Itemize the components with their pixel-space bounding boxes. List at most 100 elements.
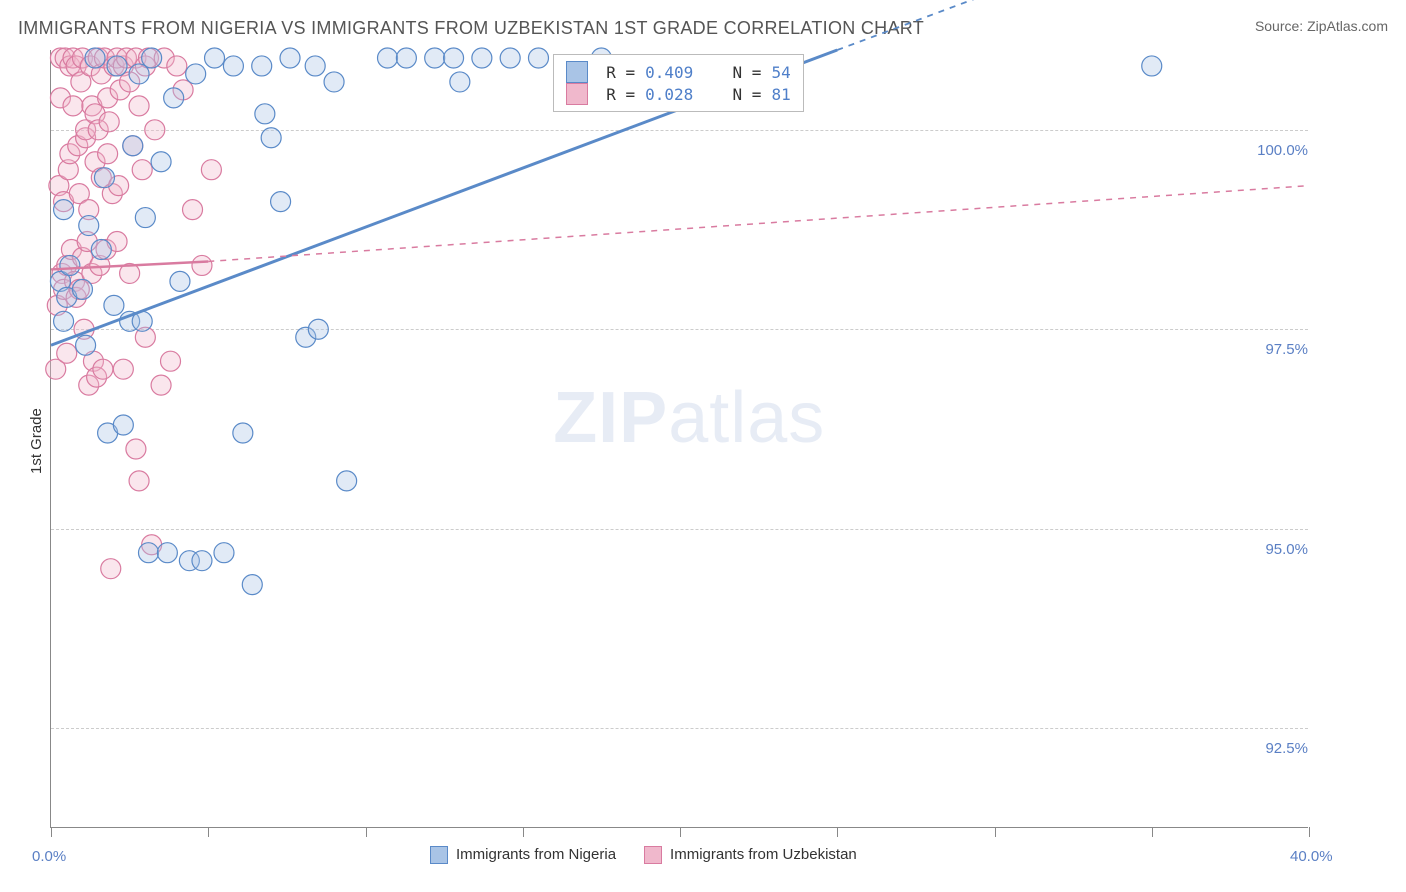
data-point	[145, 120, 165, 140]
stats-r-label: R =	[606, 85, 635, 104]
y-tick-label: 97.5%	[1238, 341, 1308, 358]
y-axis-title: 1st Grade	[28, 408, 45, 474]
data-point	[450, 72, 470, 92]
data-point	[72, 279, 92, 299]
data-point	[142, 48, 162, 68]
data-point	[54, 200, 74, 220]
data-point	[107, 56, 127, 76]
stats-r-value: 0.028	[645, 85, 693, 104]
data-point	[57, 343, 77, 363]
data-point	[99, 112, 119, 132]
data-point	[255, 104, 275, 124]
x-tick	[366, 827, 367, 837]
y-tick-label: 92.5%	[1238, 740, 1308, 757]
data-point	[85, 48, 105, 68]
legend-bottom: Immigrants from Nigeria Immigrants from U…	[430, 846, 857, 864]
data-point	[205, 48, 225, 68]
data-point	[396, 48, 416, 68]
x-tick	[1309, 827, 1310, 837]
data-point	[186, 64, 206, 84]
data-point	[113, 415, 133, 435]
data-point	[167, 56, 187, 76]
data-point	[104, 295, 124, 315]
data-point	[271, 192, 291, 212]
legend-swatch	[644, 846, 662, 864]
data-point	[500, 48, 520, 68]
data-point	[183, 200, 203, 220]
stats-swatch	[566, 61, 588, 83]
data-point	[472, 48, 492, 68]
stats-n-label: N =	[733, 85, 762, 104]
x-tick	[51, 827, 52, 837]
data-point	[252, 56, 272, 76]
data-point	[161, 351, 181, 371]
data-point	[63, 96, 83, 116]
data-point	[242, 575, 262, 595]
data-point	[94, 168, 114, 188]
data-point	[337, 471, 357, 491]
stats-r-label: R =	[606, 63, 635, 82]
stats-n-label: N =	[733, 63, 762, 82]
data-point	[113, 359, 133, 379]
chart-title: IMMIGRANTS FROM NIGERIA VS IMMIGRANTS FR…	[18, 18, 924, 39]
x-tick	[837, 827, 838, 837]
source-label: Source: ZipAtlas.com	[1255, 18, 1388, 34]
data-point	[1142, 56, 1162, 76]
legend-label: Immigrants from Nigeria	[456, 846, 616, 863]
data-point	[54, 311, 74, 331]
data-point	[93, 359, 113, 379]
data-point	[233, 423, 253, 443]
x-tick	[523, 827, 524, 837]
stats-n-value: 54	[771, 63, 790, 82]
data-point	[192, 551, 212, 571]
data-point	[223, 56, 243, 76]
data-point	[425, 48, 445, 68]
legend-label: Immigrants from Uzbekistan	[670, 846, 857, 863]
data-point	[214, 543, 234, 563]
stats-box: R = 0.409 N = 54 R = 0.028 N = 81	[553, 54, 804, 112]
data-point	[151, 152, 171, 172]
data-point	[76, 335, 96, 355]
data-point	[192, 255, 212, 275]
data-point	[129, 471, 149, 491]
data-point	[280, 48, 300, 68]
title-bar: IMMIGRANTS FROM NIGERIA VS IMMIGRANTS FR…	[18, 18, 1388, 39]
data-point	[126, 439, 146, 459]
data-point	[101, 559, 121, 579]
chart-plot-area	[50, 50, 1308, 828]
legend-item: Immigrants from Uzbekistan	[644, 846, 857, 864]
x-tick-label: 0.0%	[32, 848, 66, 865]
x-tick-label: 40.0%	[1290, 848, 1333, 865]
legend-item: Immigrants from Nigeria	[430, 846, 616, 864]
data-point	[157, 543, 177, 563]
data-point	[378, 48, 398, 68]
stats-swatch	[566, 83, 588, 105]
data-point	[308, 319, 328, 339]
x-tick	[1152, 827, 1153, 837]
data-point	[60, 255, 80, 275]
data-point	[444, 48, 464, 68]
chart-svg	[51, 50, 1309, 828]
data-point	[324, 72, 344, 92]
data-point	[261, 128, 281, 148]
data-point	[98, 144, 118, 164]
data-point	[79, 216, 99, 236]
data-point	[132, 160, 152, 180]
stats-n-value: 81	[771, 85, 790, 104]
data-point	[138, 543, 158, 563]
legend-swatch	[430, 846, 448, 864]
data-point	[91, 239, 111, 259]
data-point	[528, 48, 548, 68]
data-point	[170, 271, 190, 291]
data-point	[305, 56, 325, 76]
x-tick	[208, 827, 209, 837]
stats-row: R = 0.409 N = 54	[566, 61, 791, 83]
stats-row: R = 0.028 N = 81	[566, 83, 791, 105]
data-point	[123, 136, 143, 156]
stats-r-value: 0.409	[645, 63, 693, 82]
y-tick-label: 100.0%	[1238, 142, 1308, 159]
data-point	[201, 160, 221, 180]
data-point	[151, 375, 171, 395]
y-tick-label: 95.0%	[1238, 541, 1308, 558]
data-point	[135, 208, 155, 228]
